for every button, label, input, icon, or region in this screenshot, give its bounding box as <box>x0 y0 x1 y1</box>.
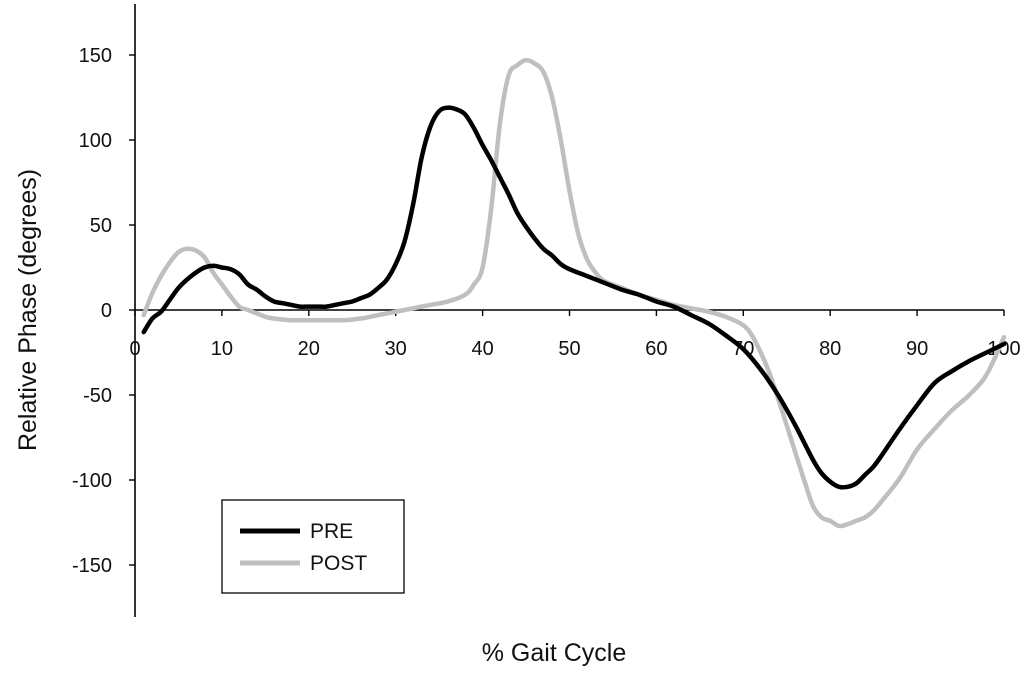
x-tick-label: 80 <box>819 338 841 360</box>
y-tick-label: 150 <box>79 45 112 67</box>
series-layer <box>141 57 1007 529</box>
axes: 0 10 20 30 40 50 60 70 80 90 100 150100500-50-100-… <box>72 4 1021 617</box>
y-axis-title: Relative Phase (degrees) <box>14 169 42 451</box>
x-tick-label: 60 <box>645 338 667 360</box>
y-tick-label: -50 <box>83 385 112 407</box>
x-tick-label: 20 <box>298 338 320 360</box>
y-tick-label: 0 <box>101 300 112 322</box>
x-tick-label: 40 <box>471 338 493 360</box>
x-tick-label: 50 <box>558 338 580 360</box>
x-tick-label: 10 <box>211 338 233 360</box>
legend-box <box>221 499 405 594</box>
y-tick-label: -150 <box>72 555 112 577</box>
series-line-pre <box>141 105 1007 490</box>
x-axis-title: % Gait Cycle <box>482 639 626 667</box>
x-tick-label: 0 <box>129 338 140 360</box>
x-tick-label: 90 <box>906 338 928 360</box>
y-tick-label: -100 <box>72 470 112 492</box>
y-tick-label: 50 <box>90 215 112 237</box>
legend-label-pre: PRE <box>310 520 353 543</box>
legend: PRE POST <box>221 499 405 594</box>
legend-label-post: POST <box>310 552 367 575</box>
x-tick-label: 30 <box>385 338 407 360</box>
y-ticks: 150 100 50 0 -50 -100 -150 <box>72 45 135 577</box>
series-line-post <box>141 57 1007 529</box>
y-tick-label: 100 <box>79 130 112 152</box>
